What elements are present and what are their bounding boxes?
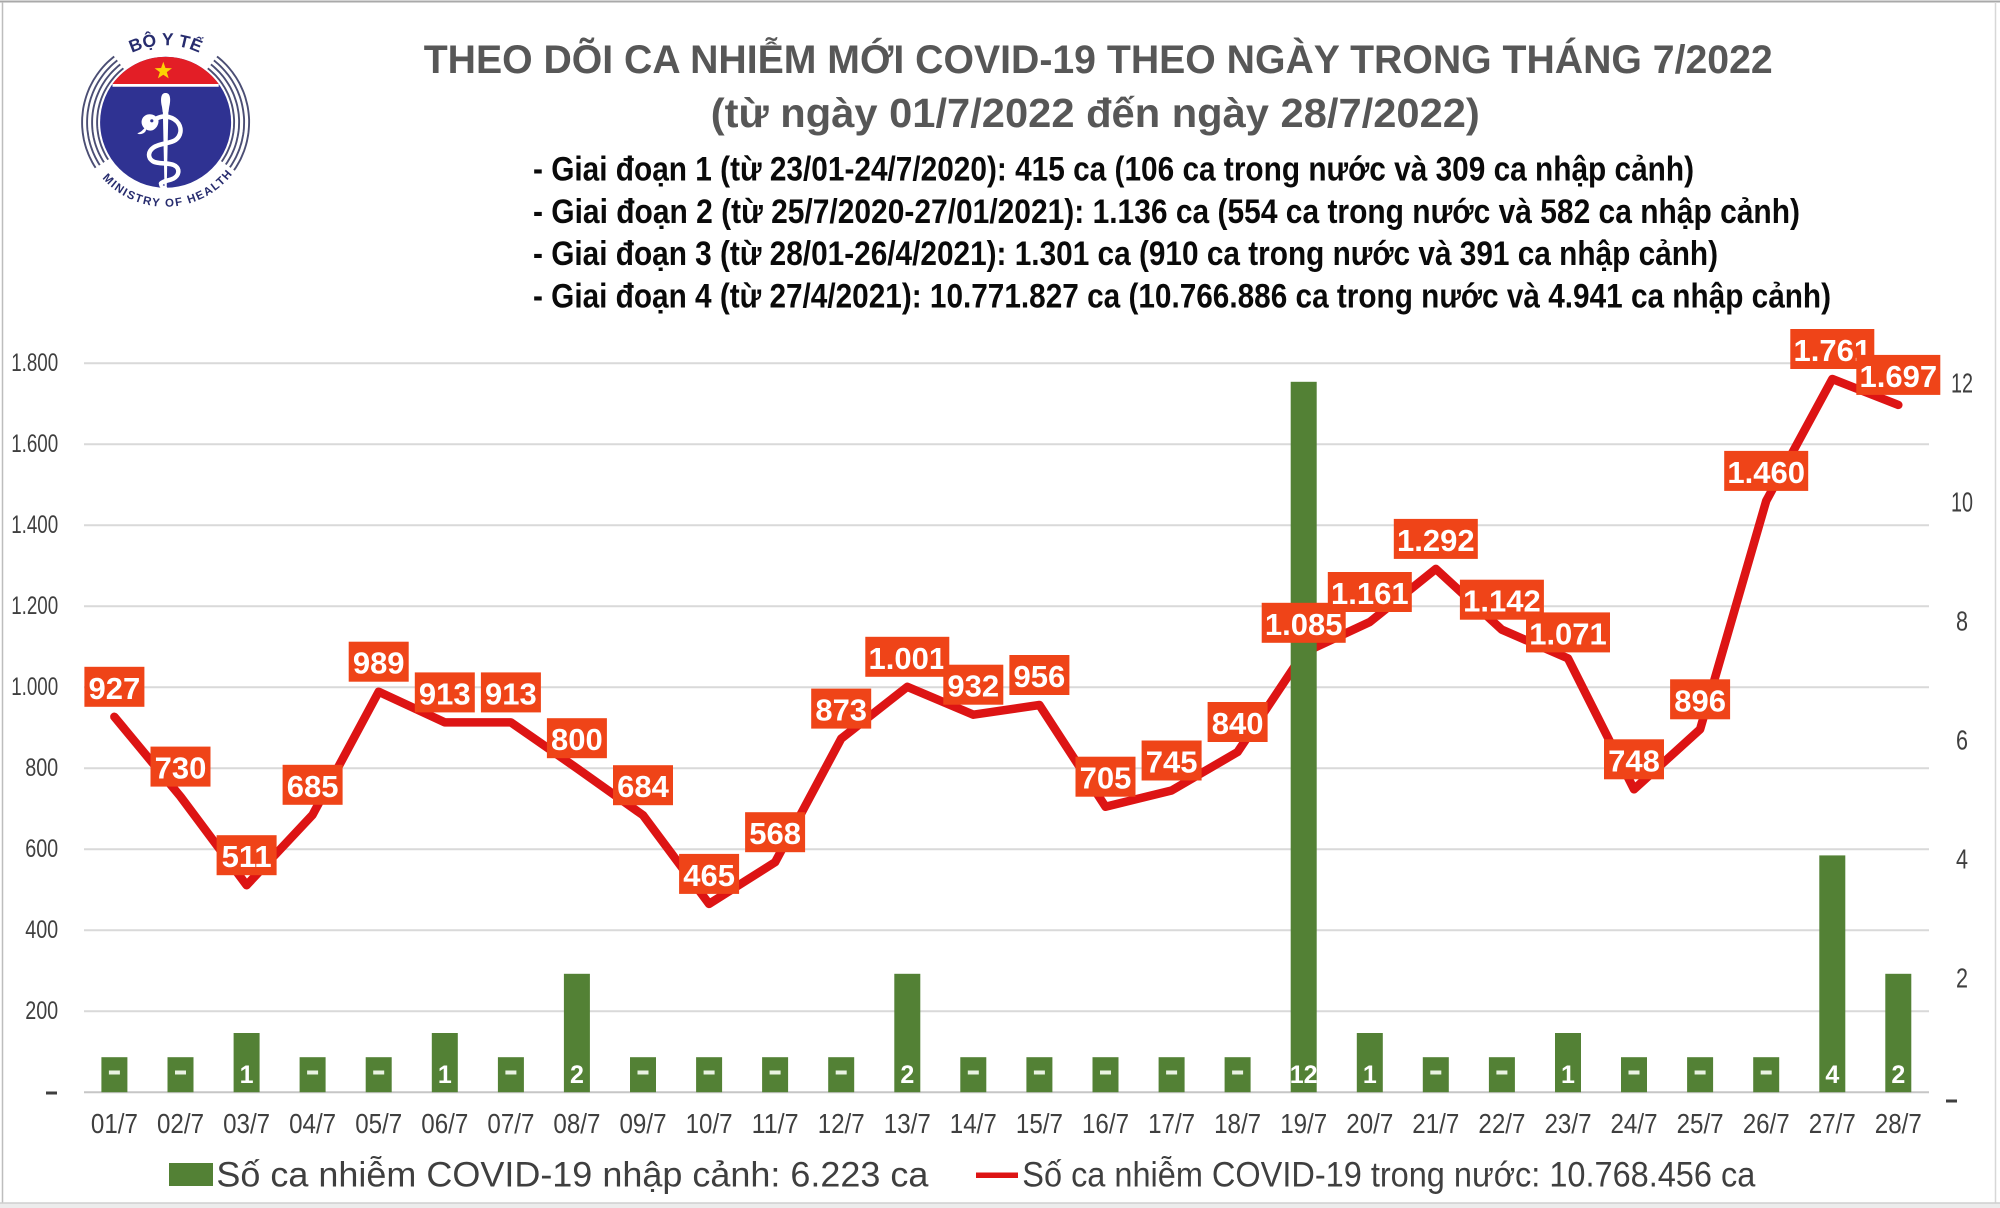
svg-text:1.400: 1.400 — [11, 511, 58, 539]
svg-text:02/7: 02/7 — [157, 1108, 204, 1139]
svg-text:- Giai đoạn 4 (từ 27/4/2021):: - Giai đoạn 4 (từ 27/4/2021): 10.771.827… — [533, 277, 1831, 315]
svg-text:956: 956 — [1014, 659, 1066, 694]
svg-text:1.001: 1.001 — [869, 641, 947, 676]
svg-text:705: 705 — [1080, 761, 1132, 796]
svg-text:19/7: 19/7 — [1280, 1108, 1327, 1139]
svg-text:- Giai đoạn 1 (từ 23/01-24/7/2: - Giai đoạn 1 (từ 23/01-24/7/2020): 415 … — [533, 151, 1694, 189]
svg-text:800: 800 — [25, 754, 58, 782]
svg-text:896: 896 — [1674, 683, 1726, 718]
svg-text:05/7: 05/7 — [355, 1108, 402, 1139]
svg-text:21/7: 21/7 — [1412, 1108, 1459, 1139]
svg-text:- Giai đoạn 3 (từ 28/01-26/4/2: - Giai đoạn 3 (từ 28/01-26/4/2021): 1.30… — [533, 235, 1718, 273]
svg-text:15/7: 15/7 — [1016, 1108, 1063, 1139]
svg-text:1.460: 1.460 — [1727, 455, 1805, 490]
svg-text:8: 8 — [1956, 605, 1968, 636]
svg-text:4: 4 — [1825, 1061, 1839, 1089]
svg-text:13/7: 13/7 — [884, 1108, 931, 1139]
svg-text:465: 465 — [683, 858, 735, 893]
svg-text:2: 2 — [570, 1061, 584, 1089]
svg-text:28/7: 28/7 — [1875, 1108, 1922, 1139]
svg-text:685: 685 — [287, 769, 339, 804]
svg-text:Số ca nhiễm COVID-19 trong nướ: Số ca nhiễm COVID-19 trong nước: 10.768.… — [1022, 1156, 1755, 1195]
svg-text:1.697: 1.697 — [1860, 359, 1938, 394]
svg-text:873: 873 — [815, 693, 867, 728]
svg-text:Số ca nhiễm COVID-19 nhập cảnh: Số ca nhiễm COVID-19 nhập cảnh: 6.223 ca — [216, 1156, 929, 1195]
svg-text:748: 748 — [1608, 743, 1660, 778]
svg-text:04/7: 04/7 — [289, 1108, 336, 1139]
svg-text:1.000: 1.000 — [11, 673, 58, 701]
svg-text:09/7: 09/7 — [620, 1108, 667, 1139]
svg-text:20/7: 20/7 — [1346, 1108, 1393, 1139]
svg-text:1.800: 1.800 — [11, 349, 58, 377]
svg-text:1: 1 — [438, 1061, 452, 1089]
svg-text:24/7: 24/7 — [1611, 1108, 1658, 1139]
svg-text:1.161: 1.161 — [1331, 576, 1409, 611]
svg-text:745: 745 — [1146, 745, 1198, 780]
svg-text:08/7: 08/7 — [553, 1108, 600, 1139]
svg-text:684: 684 — [617, 769, 669, 804]
svg-text:26/7: 26/7 — [1743, 1108, 1790, 1139]
svg-text:400: 400 — [25, 916, 58, 944]
svg-text:11/7: 11/7 — [752, 1108, 799, 1139]
svg-text:14/7: 14/7 — [950, 1108, 997, 1139]
svg-text:1.292: 1.292 — [1397, 523, 1475, 558]
svg-text:730: 730 — [155, 751, 207, 786]
svg-text:4: 4 — [1956, 843, 1968, 874]
svg-text:07/7: 07/7 — [487, 1108, 534, 1139]
svg-text:1: 1 — [1561, 1061, 1575, 1089]
svg-text:2: 2 — [1891, 1061, 1905, 1089]
svg-text:913: 913 — [419, 676, 471, 711]
svg-text:17/7: 17/7 — [1148, 1108, 1195, 1139]
svg-text:800: 800 — [551, 722, 603, 757]
svg-text:600: 600 — [25, 835, 58, 863]
svg-text:12: 12 — [1951, 367, 1973, 398]
svg-text:25/7: 25/7 — [1677, 1108, 1724, 1139]
svg-text:27/7: 27/7 — [1809, 1108, 1856, 1139]
svg-text:22/7: 22/7 — [1478, 1108, 1525, 1139]
svg-text:- Giai đoạn 2 (từ 25/7/2020-27: - Giai đoạn 2 (từ 25/7/2020-27/01/2021):… — [533, 193, 1800, 231]
svg-text:1.200: 1.200 — [11, 592, 58, 620]
svg-text:200: 200 — [25, 997, 58, 1025]
svg-text:THEO DÕI CA NHIỄM MỚI COVID-19: THEO DÕI CA NHIỄM MỚI COVID-19 THEO NGÀY… — [424, 36, 1773, 82]
svg-text:1: 1 — [1363, 1061, 1377, 1089]
svg-text:511: 511 — [222, 839, 272, 874]
svg-text:03/7: 03/7 — [223, 1108, 270, 1139]
svg-text:568: 568 — [749, 816, 801, 851]
svg-text:16/7: 16/7 — [1082, 1108, 1129, 1139]
svg-text:10: 10 — [1951, 486, 1973, 517]
svg-text:1.071: 1.071 — [1529, 616, 1607, 651]
svg-text:2: 2 — [1956, 962, 1968, 993]
svg-text:932: 932 — [947, 669, 999, 704]
svg-text:12: 12 — [1290, 1061, 1318, 1089]
svg-text:913: 913 — [485, 676, 537, 711]
svg-text:989: 989 — [353, 646, 405, 681]
svg-text:2: 2 — [900, 1061, 914, 1089]
svg-text:1.085: 1.085 — [1265, 607, 1343, 642]
svg-text:(từ ngày 01/7/2022 đến ngày 28: (từ ngày 01/7/2022 đến ngày 28/7/2022) — [711, 90, 1480, 136]
svg-text:840: 840 — [1212, 706, 1264, 741]
svg-text:1.600: 1.600 — [11, 430, 58, 458]
svg-text:10/7: 10/7 — [686, 1108, 733, 1139]
svg-text:6: 6 — [1956, 724, 1968, 755]
svg-text:18/7: 18/7 — [1214, 1108, 1261, 1139]
svg-text:01/7: 01/7 — [91, 1108, 138, 1139]
svg-text:927: 927 — [89, 671, 141, 706]
svg-text:12/7: 12/7 — [818, 1108, 865, 1139]
svg-text:06/7: 06/7 — [421, 1108, 468, 1139]
svg-text:1: 1 — [240, 1061, 254, 1089]
svg-text:23/7: 23/7 — [1545, 1108, 1592, 1139]
